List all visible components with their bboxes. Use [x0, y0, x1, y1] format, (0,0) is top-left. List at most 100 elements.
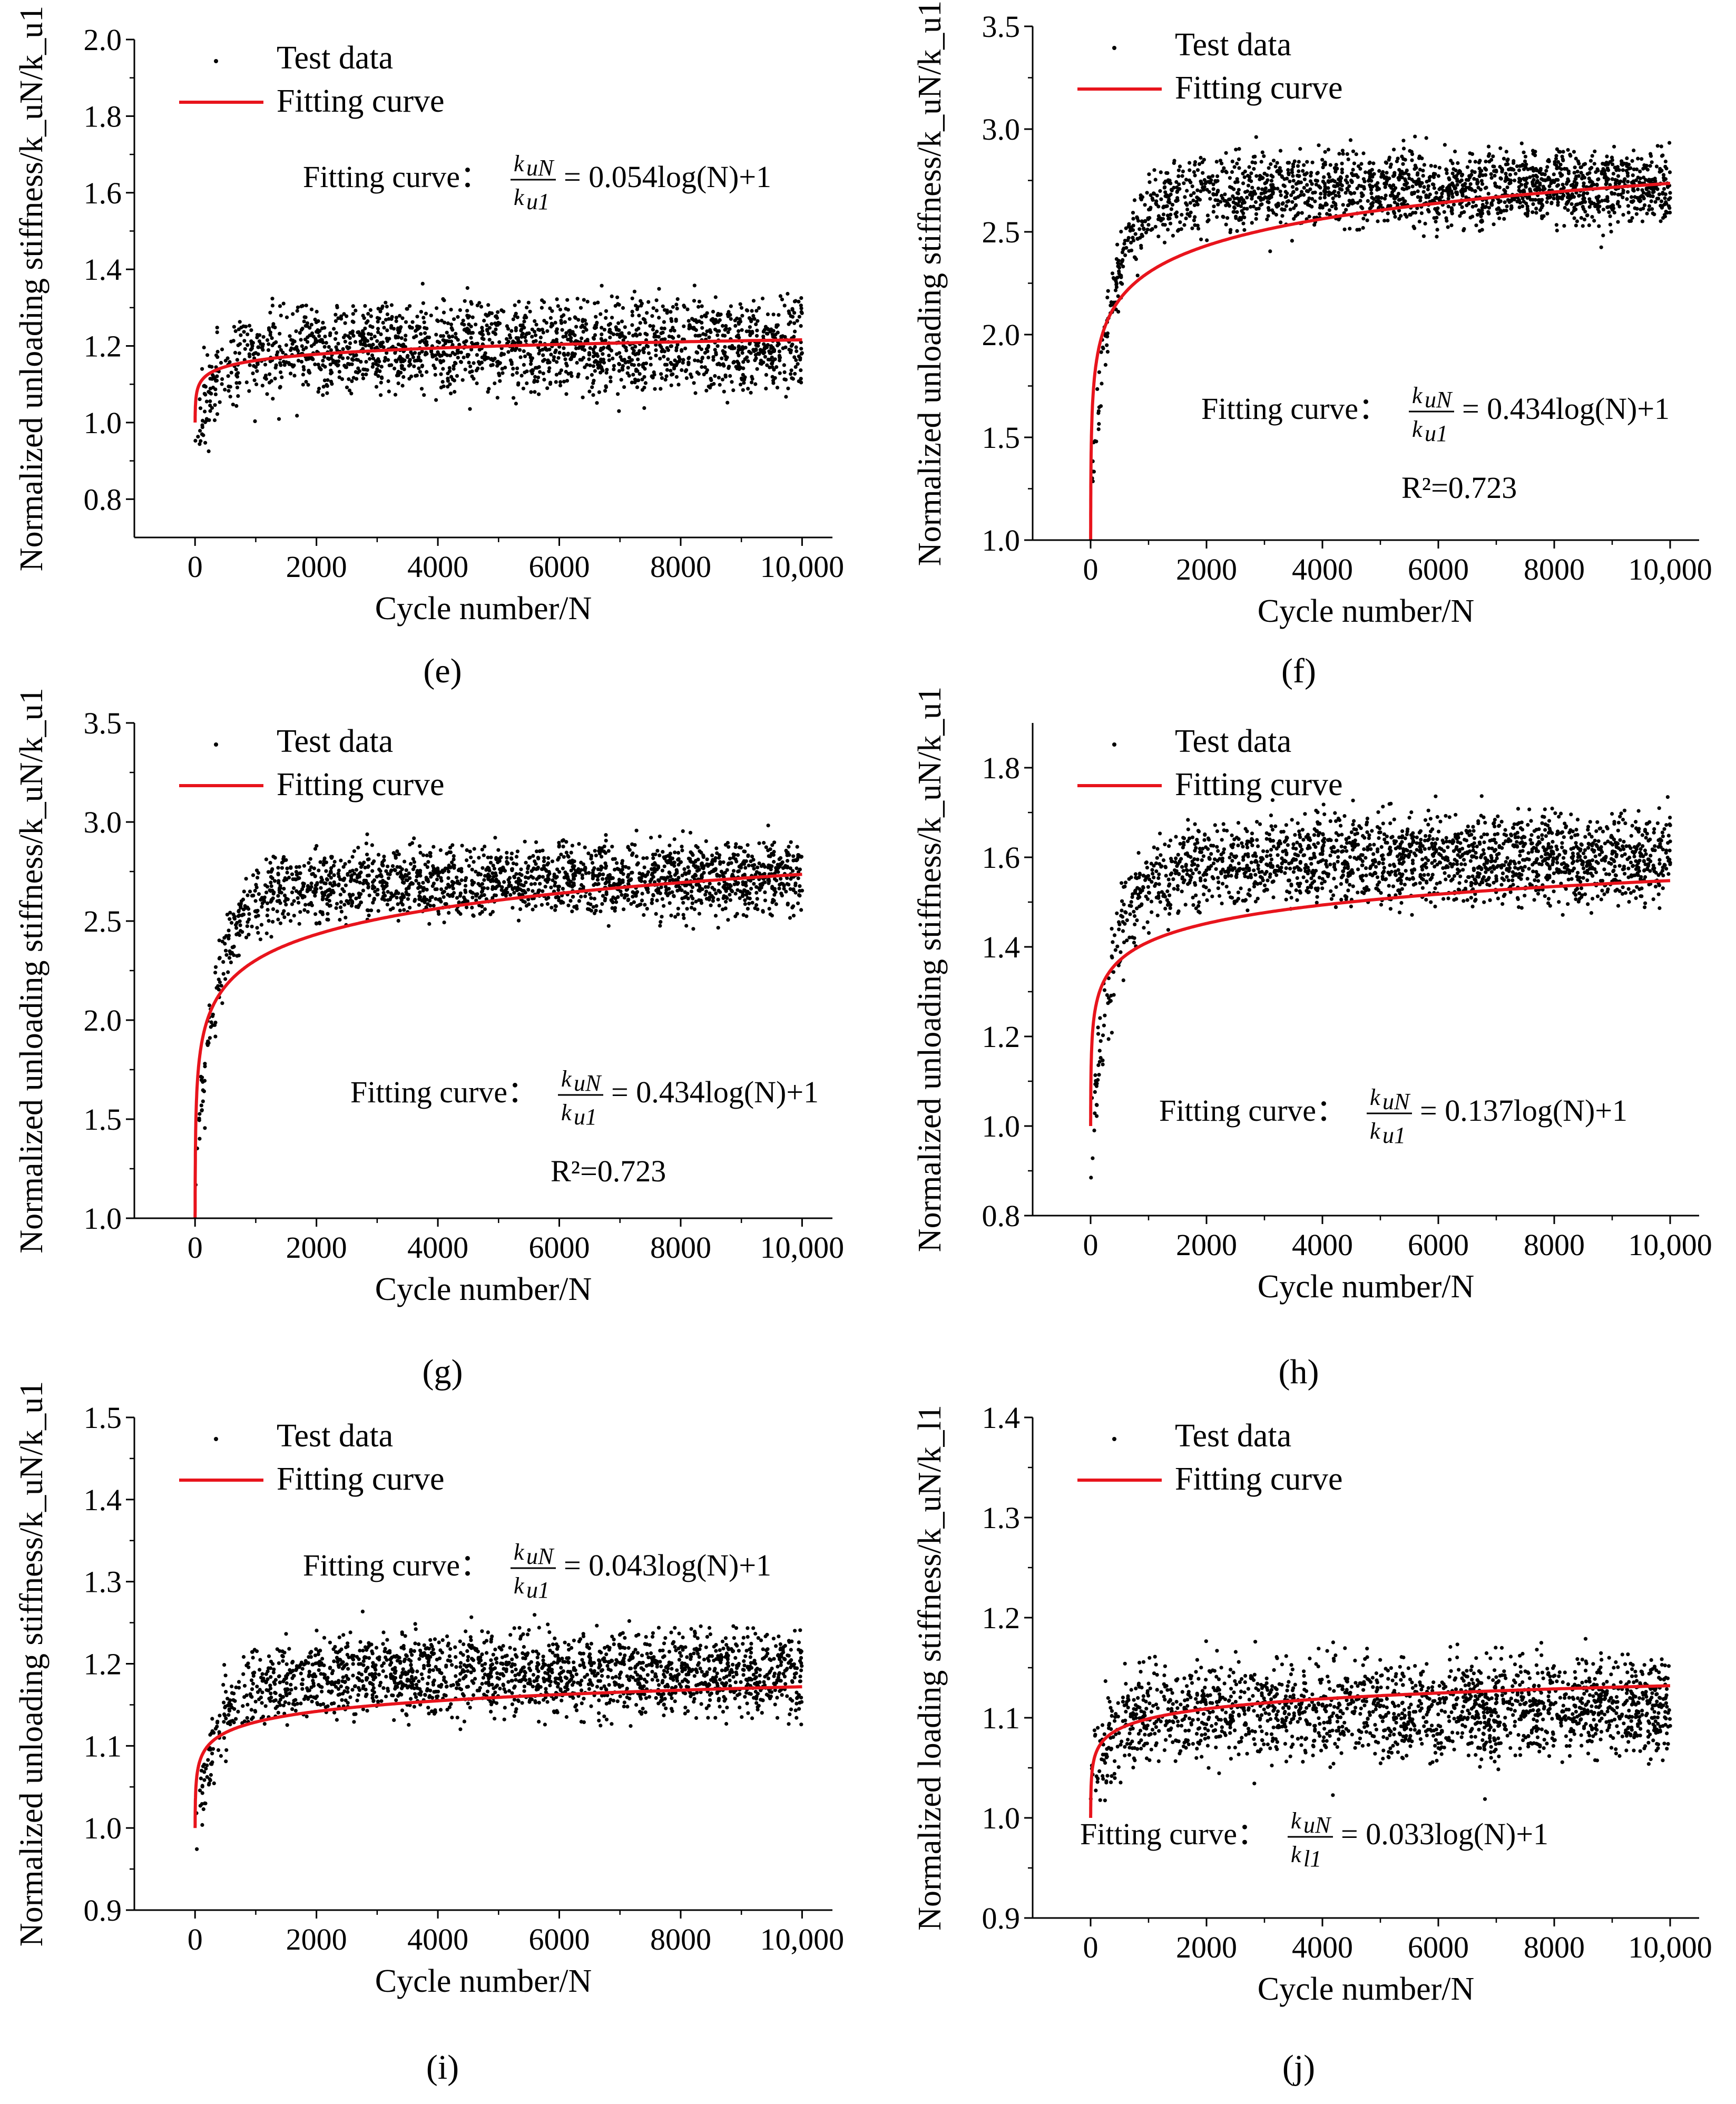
data-point	[444, 886, 448, 890]
fit-numerator: k	[1412, 383, 1423, 408]
data-point	[588, 892, 592, 896]
data-point	[368, 343, 372, 348]
data-point	[727, 365, 731, 369]
data-point	[1649, 178, 1653, 182]
data-point	[309, 333, 313, 337]
data-point	[642, 346, 646, 350]
data-point	[1570, 211, 1574, 216]
data-point	[1185, 208, 1190, 212]
data-point	[665, 311, 669, 315]
data-point	[715, 313, 720, 317]
data-point	[1518, 164, 1522, 168]
data-point	[295, 414, 299, 418]
data-point	[700, 365, 704, 369]
data-point	[369, 337, 374, 341]
data-point	[1655, 144, 1660, 148]
data-point	[1470, 204, 1475, 209]
data-point	[326, 917, 330, 922]
data-point	[797, 315, 801, 319]
data-point	[406, 354, 410, 358]
data-point	[1308, 187, 1312, 191]
data-point	[713, 374, 717, 378]
data-point	[623, 325, 627, 329]
data-point	[538, 335, 543, 340]
data-point	[1323, 192, 1327, 197]
data-point	[793, 371, 797, 376]
data-point	[1630, 195, 1634, 199]
data-point	[1179, 227, 1183, 231]
data-point	[791, 869, 795, 873]
data-point	[1543, 172, 1547, 177]
data-point	[316, 390, 320, 394]
data-point	[340, 377, 345, 381]
data-point	[479, 890, 484, 894]
data-point	[215, 374, 219, 378]
data-point	[500, 367, 504, 371]
data-point	[281, 301, 286, 306]
data-point	[1418, 199, 1423, 203]
data-point	[292, 374, 297, 378]
data-point	[231, 339, 236, 343]
data-point	[776, 330, 780, 335]
data-point	[1498, 208, 1503, 212]
data-point	[1133, 232, 1137, 236]
data-point	[361, 373, 365, 377]
data-point	[798, 884, 802, 888]
data-point	[371, 901, 375, 905]
data-point	[565, 379, 570, 383]
data-point	[384, 318, 388, 322]
data-point	[302, 908, 307, 912]
data-point	[676, 383, 681, 387]
data-point	[1421, 190, 1426, 194]
data-point	[419, 310, 424, 314]
data-point	[248, 889, 252, 894]
data-point	[1213, 179, 1218, 183]
data-point	[1092, 469, 1096, 474]
data-point	[226, 374, 230, 378]
data-point	[777, 354, 781, 358]
data-point	[1266, 205, 1271, 210]
data-point	[1626, 174, 1630, 178]
data-point	[1261, 197, 1266, 201]
data-point	[1626, 210, 1631, 214]
data-point	[1610, 158, 1614, 162]
data-point	[740, 351, 744, 355]
data-point	[371, 342, 375, 347]
data-point	[1459, 211, 1464, 215]
data-point	[566, 351, 570, 356]
data-point	[1202, 178, 1207, 182]
data-point	[1121, 258, 1125, 262]
data-point	[1575, 170, 1580, 174]
data-point	[1597, 194, 1601, 199]
data-point	[773, 376, 777, 380]
data-point	[1545, 178, 1549, 182]
data-point	[1253, 161, 1257, 165]
data-point	[708, 882, 712, 886]
data-point	[1299, 190, 1304, 194]
data-point	[482, 318, 486, 323]
data-point	[327, 345, 331, 349]
data-point	[1103, 363, 1107, 367]
data-point	[667, 870, 671, 875]
data-point	[1397, 209, 1401, 213]
data-point	[1271, 211, 1276, 215]
data-point	[386, 379, 390, 384]
data-point	[528, 362, 533, 366]
data-point	[220, 377, 224, 381]
data-point	[198, 406, 203, 410]
data-point	[659, 372, 663, 376]
data-point	[1484, 204, 1488, 209]
data-point	[1566, 208, 1570, 212]
data-point	[1549, 201, 1554, 205]
data-point	[1659, 219, 1663, 223]
data-point	[1610, 192, 1614, 196]
data-point	[1403, 177, 1407, 181]
data-point	[797, 893, 801, 897]
data-point	[1318, 196, 1322, 200]
data-point	[1605, 205, 1610, 209]
data-point	[740, 314, 744, 318]
data-point	[1660, 154, 1664, 158]
data-point	[1410, 152, 1415, 156]
data-point	[354, 308, 358, 313]
data-point	[1553, 162, 1557, 166]
